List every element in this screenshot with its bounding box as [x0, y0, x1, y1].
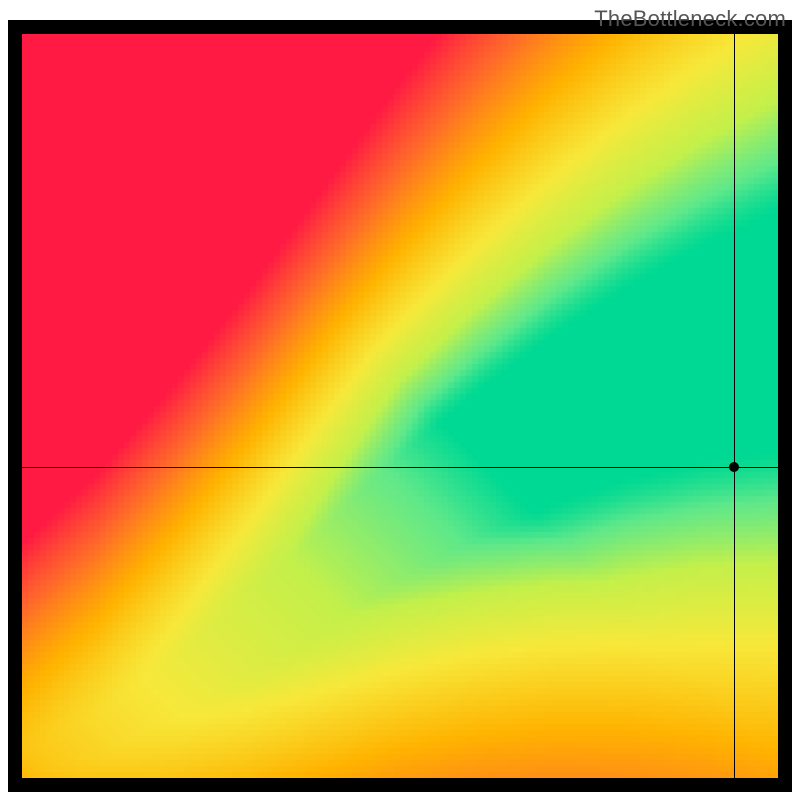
page-container: TheBottleneck.com [0, 0, 800, 800]
crosshair-marker [729, 462, 739, 472]
crosshair-vertical [734, 34, 735, 778]
heatmap-chart [22, 34, 778, 778]
heatmap-canvas [22, 34, 778, 778]
crosshair-horizontal [22, 467, 778, 468]
watermark-text: TheBottleneck.com [594, 6, 786, 32]
